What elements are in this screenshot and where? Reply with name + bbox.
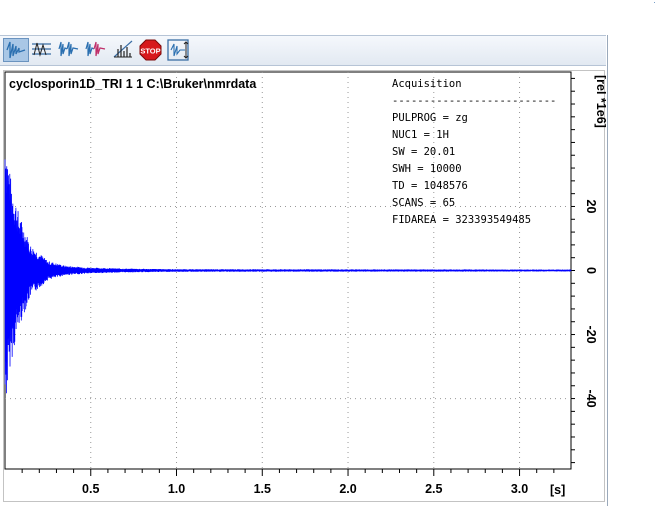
x-axis-unit-label: [s] bbox=[550, 483, 565, 497]
y-tick-label: -40 bbox=[584, 390, 598, 408]
fid-display-button[interactable] bbox=[3, 38, 29, 62]
x-tick-label: 1.5 bbox=[254, 482, 271, 496]
display-toolbar: STOP bbox=[0, 35, 606, 66]
x-tick-label: 1.0 bbox=[168, 482, 185, 496]
interleave-spectrum-icon bbox=[112, 39, 134, 59]
interleave-spectrum-button[interactable] bbox=[111, 38, 137, 62]
params-separator: -------------------------- bbox=[392, 95, 556, 107]
y-axis-unit-label: [rel *1e6] bbox=[594, 75, 606, 128]
param-swh: SWH = 10000 bbox=[392, 163, 462, 175]
param-nuc1: NUC1 = 1H bbox=[392, 129, 449, 141]
corner-artifact bbox=[654, 2, 655, 3]
param-td: TD = 1048576 bbox=[392, 180, 468, 192]
stop-label: STOP bbox=[140, 47, 160, 56]
fid-display-window: STOP 0.5 1.0 1.5 2.0 2.5 3.0 20 0 -20 -40 cyclosp… bbox=[0, 35, 608, 506]
x-tick-label: 3.0 bbox=[511, 482, 528, 496]
x-tick-label: 2.5 bbox=[425, 482, 442, 496]
param-pulprog: PULPROG = zg bbox=[392, 112, 468, 124]
spectrum-display-icon bbox=[31, 39, 53, 59]
multiple-fid-icon bbox=[58, 39, 80, 59]
y-tick-label: -20 bbox=[584, 325, 598, 343]
stop-button[interactable]: STOP bbox=[138, 38, 164, 62]
plot-title: cyclosporin1D_TRI 1 1 C:\Bruker\nmrdata bbox=[9, 77, 257, 91]
fit-to-window-icon bbox=[167, 39, 191, 61]
x-tick-label: 0.5 bbox=[82, 482, 99, 496]
fid-display-icon bbox=[5, 40, 27, 60]
stop-icon: STOP bbox=[139, 39, 163, 61]
multiple-fid-colored-button[interactable] bbox=[84, 38, 110, 62]
param-scans: SCANS = 65 bbox=[392, 197, 455, 209]
params-heading: Acquisition bbox=[392, 78, 462, 90]
fit-to-window-button[interactable] bbox=[166, 38, 192, 62]
param-sw: SW = 20.01 bbox=[392, 146, 455, 158]
spectrum-display-button[interactable] bbox=[30, 38, 56, 62]
y-tick-label: 20 bbox=[584, 200, 598, 214]
y-tick-label: 0 bbox=[584, 267, 598, 274]
multiple-fid-button[interactable] bbox=[57, 38, 83, 62]
x-tick-label: 2.0 bbox=[339, 482, 356, 496]
plot-area[interactable]: 0.5 1.0 1.5 2.0 2.5 3.0 20 0 -20 -40 cyclosporin1… bbox=[3, 70, 605, 502]
param-fidarea: FIDAREA = 323393549485 bbox=[392, 214, 531, 226]
multiple-fid-colored-icon bbox=[85, 39, 107, 59]
fid-plot[interactable]: 0.5 1.0 1.5 2.0 2.5 3.0 20 0 -20 -40 cyclosporin1… bbox=[4, 71, 606, 503]
